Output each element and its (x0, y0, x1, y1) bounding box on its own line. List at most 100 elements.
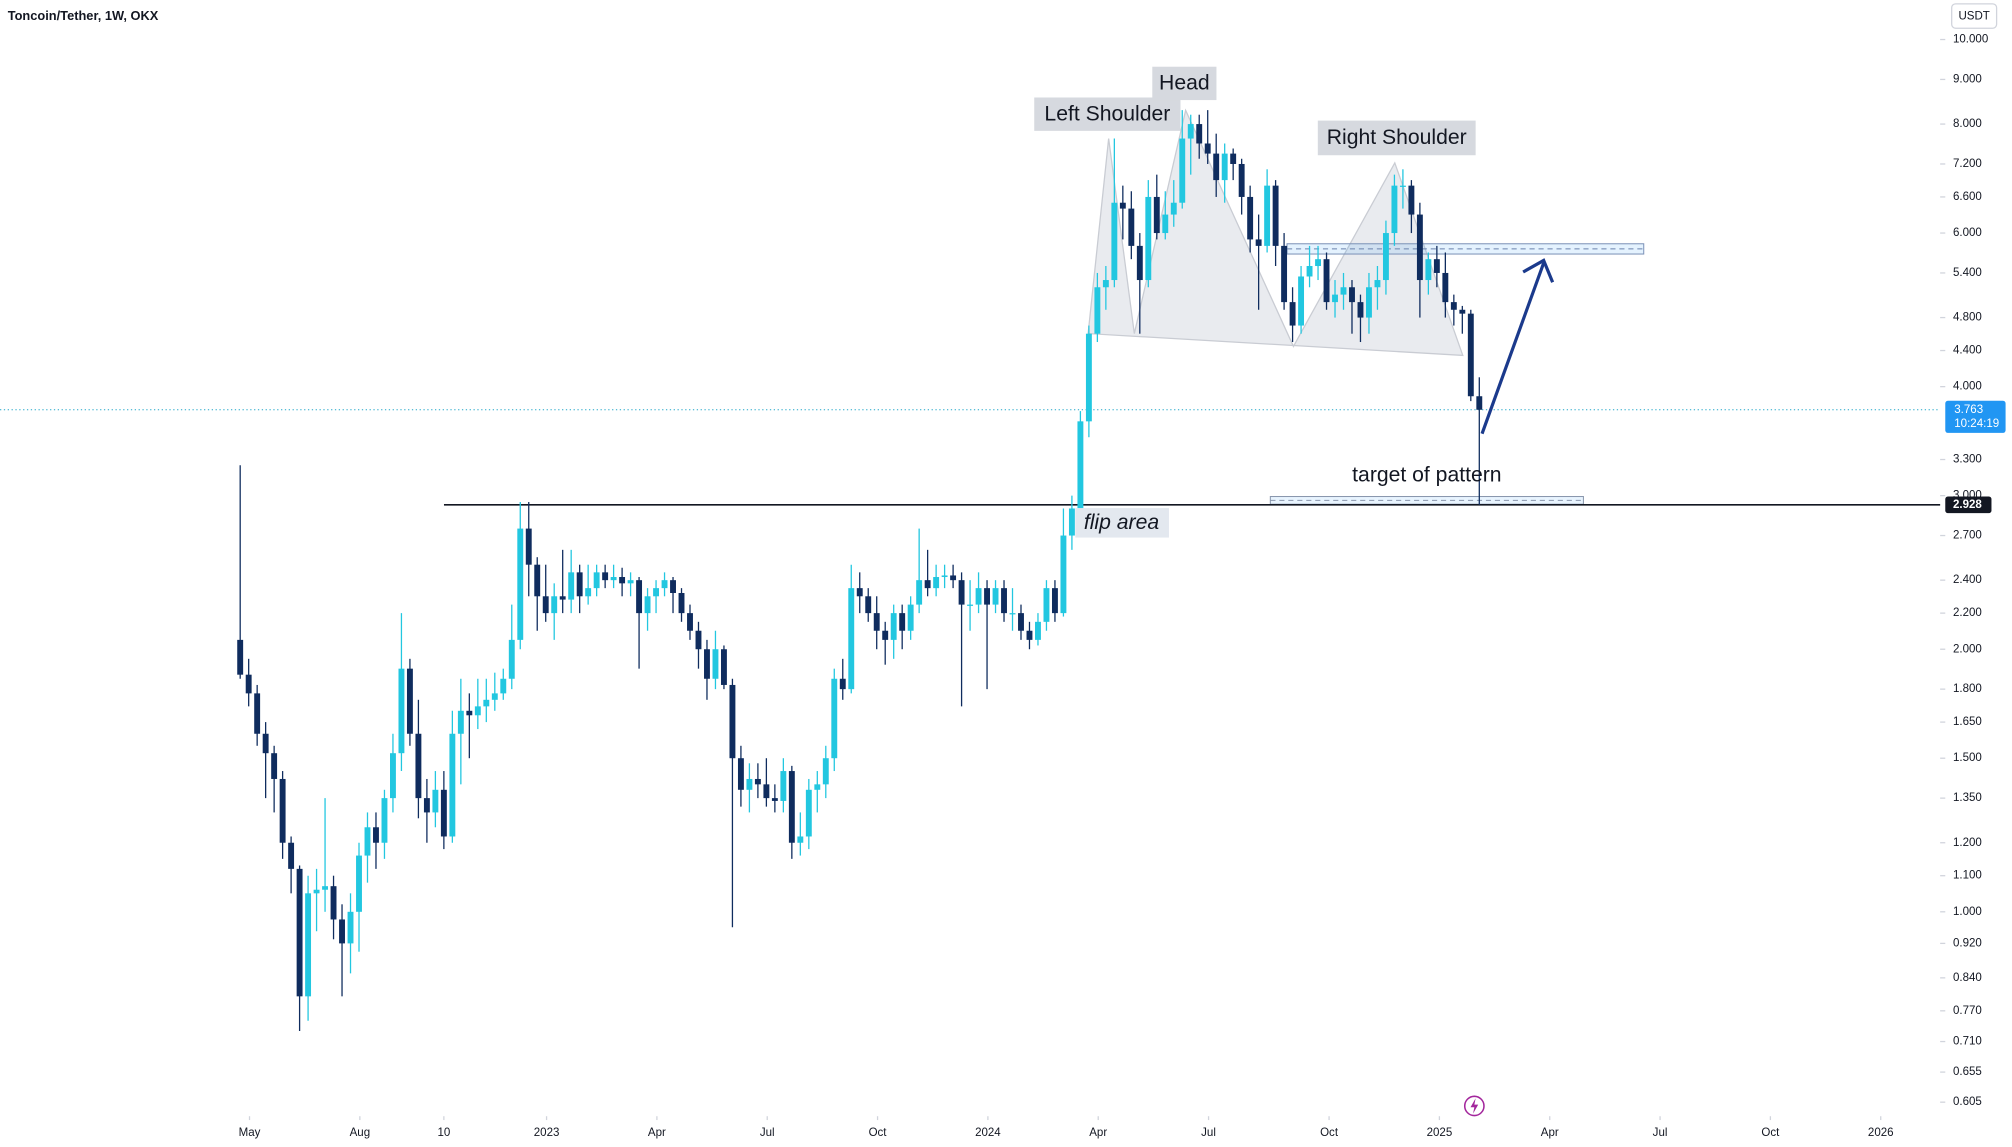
candle-body (1179, 138, 1186, 203)
candle-body (517, 528, 524, 640)
y-tick-label: 2.700 (1953, 530, 1982, 542)
x-tick-label: 2025 (1427, 1127, 1453, 1139)
candle-body (1221, 153, 1228, 181)
axes: Toncoin/Tether, 1W, OKX USDT 10.000 9.000… (8, 3, 2006, 1139)
candle-body (610, 577, 617, 581)
candle-body (1459, 309, 1466, 314)
candle-body (992, 588, 999, 605)
x-tick-label: May (239, 1127, 261, 1139)
y-tick-label: 1.100 (1953, 870, 1982, 882)
candle-body (967, 604, 974, 606)
candle-body (457, 710, 464, 734)
candle-body (602, 572, 609, 581)
candle-body (1136, 245, 1143, 281)
candle-body (1187, 124, 1194, 139)
x-tick-label: Oct (869, 1127, 888, 1139)
candle-body (415, 733, 422, 799)
candle-body (729, 684, 736, 759)
candle-body (1298, 276, 1305, 326)
candle-body (941, 575, 948, 578)
candles (237, 110, 1483, 1032)
candle-body (1102, 280, 1109, 288)
x-tick-label: Jul (760, 1127, 775, 1139)
candle-body (1357, 302, 1364, 318)
x-tick-label: Oct (1761, 1127, 1780, 1139)
candle-body (1111, 202, 1118, 281)
candle-body (245, 674, 252, 694)
candle-body (1043, 588, 1050, 622)
candle-body (398, 668, 405, 754)
candle-body (440, 789, 447, 837)
candle-body (704, 649, 710, 679)
candle-body (1289, 302, 1296, 326)
x-tick-label: 2024 (975, 1127, 1001, 1139)
candle-body (1204, 143, 1211, 154)
event-icon-bolt (1470, 1098, 1479, 1114)
candle-body (1391, 185, 1398, 234)
candle-body (568, 572, 575, 600)
candle-body (720, 649, 727, 685)
candle-body (262, 733, 269, 754)
candle-body (1230, 153, 1237, 164)
y-tick-label: 0.770 (1953, 1005, 1982, 1017)
candle-body (1433, 259, 1440, 273)
x-tick-label: Apr (648, 1127, 666, 1139)
x-tick-label: Oct (1320, 1127, 1339, 1139)
candle-body (1035, 621, 1041, 640)
left-shoulder-label: Left Shoulder (1044, 102, 1170, 125)
y-tick-label: 6.600 (1953, 191, 1982, 203)
label-box (1317, 120, 1476, 156)
candle-body (542, 596, 549, 614)
candle-body (296, 868, 303, 997)
countdown-label: 10:24:19 (1954, 418, 1999, 430)
candle-body (1264, 185, 1271, 246)
candle-body (466, 710, 473, 716)
candle-body (653, 588, 660, 597)
y-tick-label: 4.800 (1953, 312, 1982, 324)
candle-body (1170, 202, 1177, 215)
candle-body (780, 771, 787, 801)
candle-body (423, 798, 430, 813)
candle-body (737, 758, 744, 790)
candle-body (237, 639, 244, 675)
candle-body (483, 699, 490, 707)
candle-body (508, 639, 515, 679)
y-tick-label: 0.710 (1953, 1036, 1982, 1048)
candle-body (661, 580, 668, 589)
candle-body (712, 649, 719, 679)
candle-body (551, 596, 558, 614)
candle-body (1306, 266, 1313, 277)
candle-body (1077, 421, 1084, 509)
y-tick-label: 3.000 (1953, 490, 1982, 502)
candle-body (1026, 630, 1033, 640)
candle-body (1001, 588, 1007, 614)
annotations: Left Shoulder Head Right Shoulder target… (1034, 66, 1555, 1117)
currency-button[interactable] (1951, 3, 1998, 29)
candle-body (330, 886, 337, 920)
candle-body (975, 588, 982, 605)
y-tick-label: 1.500 (1953, 752, 1982, 764)
candle-body (1366, 287, 1372, 318)
target-label: target of pattern (1352, 464, 1501, 487)
candle-body (347, 911, 354, 944)
candle-body (1162, 214, 1169, 234)
candle-body (1442, 272, 1449, 303)
label-box (1075, 508, 1169, 538)
candle-body (950, 575, 957, 581)
candle-body (1349, 287, 1355, 303)
y-tick-label: 4.000 (1953, 381, 1982, 393)
candle-body (279, 778, 286, 843)
candle-body (754, 778, 761, 785)
candle-body (1009, 613, 1016, 615)
candle-body (1068, 508, 1075, 536)
candle-body (644, 596, 651, 614)
candle-body (432, 789, 439, 813)
candle-body (933, 577, 940, 589)
candle-body (627, 580, 634, 584)
price-lines (0, 409, 1941, 506)
candle-body (865, 596, 872, 614)
y-tick-label: 0.920 (1953, 937, 1982, 949)
y-tick-label: 9.000 (1953, 73, 1982, 85)
x-tick-label: 2023 (534, 1127, 560, 1139)
